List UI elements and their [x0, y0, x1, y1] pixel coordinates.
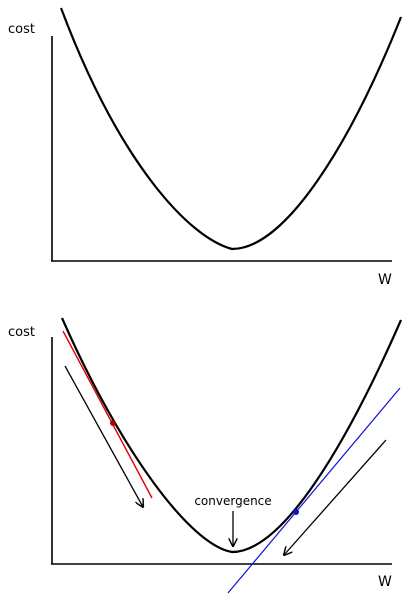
right-descent-arrow	[284, 440, 386, 555]
bottom-panel: cost convergence W	[8, 318, 401, 593]
bottom-x-axis-label: W	[378, 574, 392, 590]
right-tangent-line	[228, 388, 400, 593]
top-panel: cost W	[8, 8, 401, 288]
left-tangent-line	[63, 331, 152, 498]
left-descent-arrow	[65, 366, 143, 507]
left-tangent-point	[110, 420, 116, 426]
top-x-axis-label: W	[378, 272, 392, 288]
bottom-y-axis-label: cost	[8, 325, 35, 340]
bottom-cost-curve	[62, 318, 401, 552]
right-tangent-point	[293, 509, 299, 515]
top-cost-curve	[61, 8, 401, 249]
convergence-label: convergence	[194, 494, 271, 508]
top-y-axis-label: cost	[8, 22, 35, 37]
